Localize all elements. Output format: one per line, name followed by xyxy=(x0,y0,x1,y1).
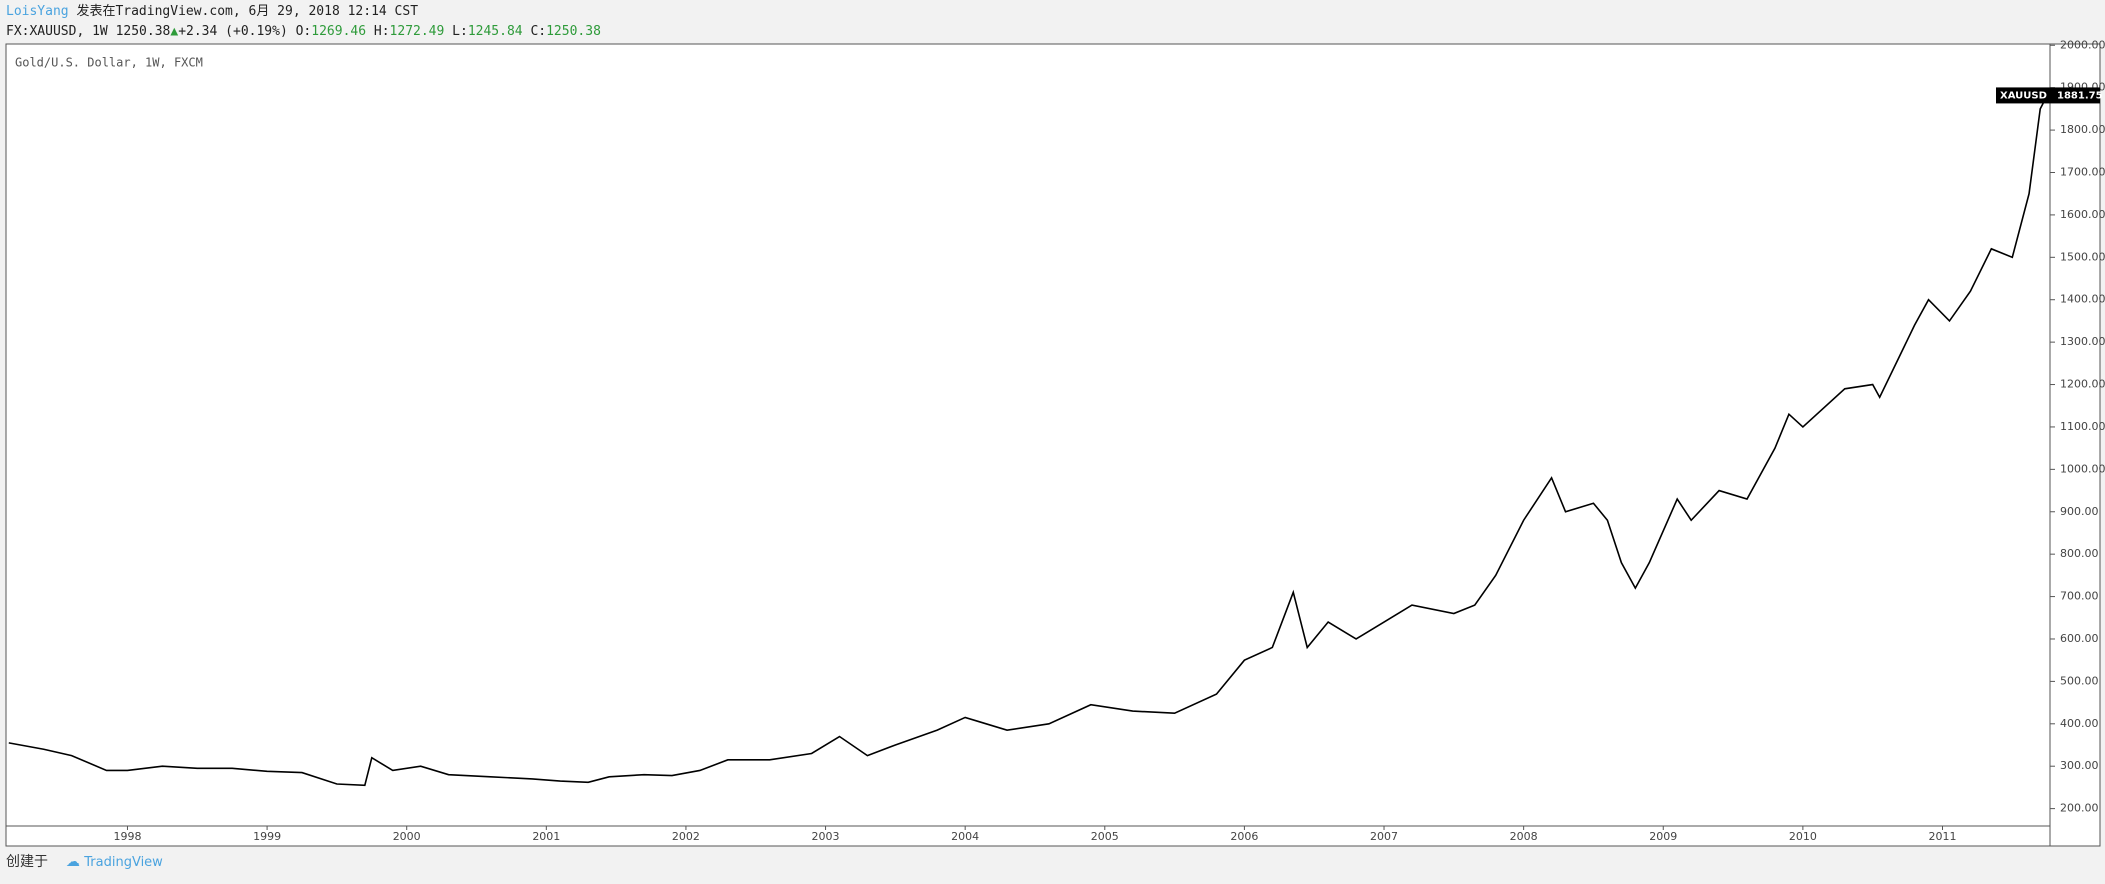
y-tick-label: 2000.00 xyxy=(2060,38,2105,51)
x-tick-label: 2004 xyxy=(951,830,979,843)
chart-frame xyxy=(5,43,2101,847)
x-tick-label: 2007 xyxy=(1370,830,1398,843)
y-tick-label: 900.00 xyxy=(2060,505,2099,518)
symbol: FX:XAUUSD, 1W xyxy=(6,24,108,39)
ohlc-key: C: xyxy=(530,24,547,39)
footer: 创建于 ☁ TradingView xyxy=(6,851,163,871)
brand-icon: ☁ xyxy=(65,854,80,870)
x-tick-label: 1998 xyxy=(113,830,141,843)
ohlc-key: H: xyxy=(373,24,390,39)
y-tick-label: 1200.00 xyxy=(2060,378,2105,391)
y-tick-label: 1500.00 xyxy=(2060,250,2105,263)
y-tick-label: 1100.00 xyxy=(2060,420,2105,433)
x-tick-label: 2000 xyxy=(393,830,421,843)
author[interactable]: LoisYang xyxy=(6,4,69,19)
x-tick-label: 2011 xyxy=(1928,830,1956,843)
x-tick-label: 2002 xyxy=(672,830,700,843)
y-tick-label: 300.00 xyxy=(2060,759,2099,772)
y-tick-label: 1800.00 xyxy=(2060,123,2105,136)
y-tick-label: 1600.00 xyxy=(2060,208,2105,221)
chart-title: Gold/U.S. Dollar, 1W, FXCM xyxy=(15,56,203,70)
header-line: LoisYang 发表在TradingView.com, 6月 29, 2018… xyxy=(6,2,601,22)
x-tick-label: 2003 xyxy=(812,830,840,843)
header: LoisYang 发表在TradingView.com, 6月 29, 2018… xyxy=(6,2,601,42)
brand[interactable]: TradingView xyxy=(84,855,163,870)
ohlc: O:1269.46 H:1272.49 L:1245.84 C:1250.38 xyxy=(296,24,601,39)
y-tick-label: 200.00 xyxy=(2060,802,2099,815)
ohlc-value: 1250.38 xyxy=(546,24,601,39)
x-tick-label: 1999 xyxy=(253,830,281,843)
price-line xyxy=(8,95,2048,787)
up-arrow: ▲ xyxy=(170,24,179,39)
ohlc-value: 1272.49 xyxy=(389,24,445,39)
last: 1250.38 xyxy=(115,24,171,39)
x-tick-label: 2001 xyxy=(532,830,560,843)
price-tag-value: 1881.75 xyxy=(2057,90,2103,101)
change: +2.34 (+0.19%) xyxy=(178,24,288,39)
y-tick-label: 500.00 xyxy=(2060,674,2099,687)
header-line: FX:XAUUSD, 1W 1250.38▲+2.34 (+0.19%) O:1… xyxy=(6,22,601,42)
price-tag-bg xyxy=(1996,87,2100,104)
ohlc-value: 1269.46 xyxy=(311,24,367,39)
y-tick-label: 700.00 xyxy=(2060,590,2099,603)
y-tick-label: 1700.00 xyxy=(2060,165,2105,178)
x-tick-label: 2009 xyxy=(1649,830,1677,843)
price-tag-name: XAUUSD xyxy=(2000,90,2047,101)
x-tick-label: 2008 xyxy=(1510,830,1538,843)
y-tick-label: 1300.00 xyxy=(2060,335,2105,348)
ohlc-key: L: xyxy=(452,24,468,39)
y-tick-label: 600.00 xyxy=(2060,632,2099,645)
x-tick-label: 2005 xyxy=(1091,830,1119,843)
x-tick-label: 2010 xyxy=(1789,830,1817,843)
x-tick-label: 2006 xyxy=(1230,830,1258,843)
y-tick-label: 1400.00 xyxy=(2060,293,2105,306)
y-tick-label: 800.00 xyxy=(2060,547,2099,560)
created-with: 创建于 xyxy=(6,854,48,870)
ohlc-key: O: xyxy=(295,24,312,39)
published: 发表在TradingView.com, 6月 29, 2018 12:14 CS… xyxy=(76,4,419,19)
y-tick-label: 1000.00 xyxy=(2060,462,2105,475)
ohlc-value: 1245.84 xyxy=(467,24,523,39)
y-tick-label: 400.00 xyxy=(2060,717,2099,730)
